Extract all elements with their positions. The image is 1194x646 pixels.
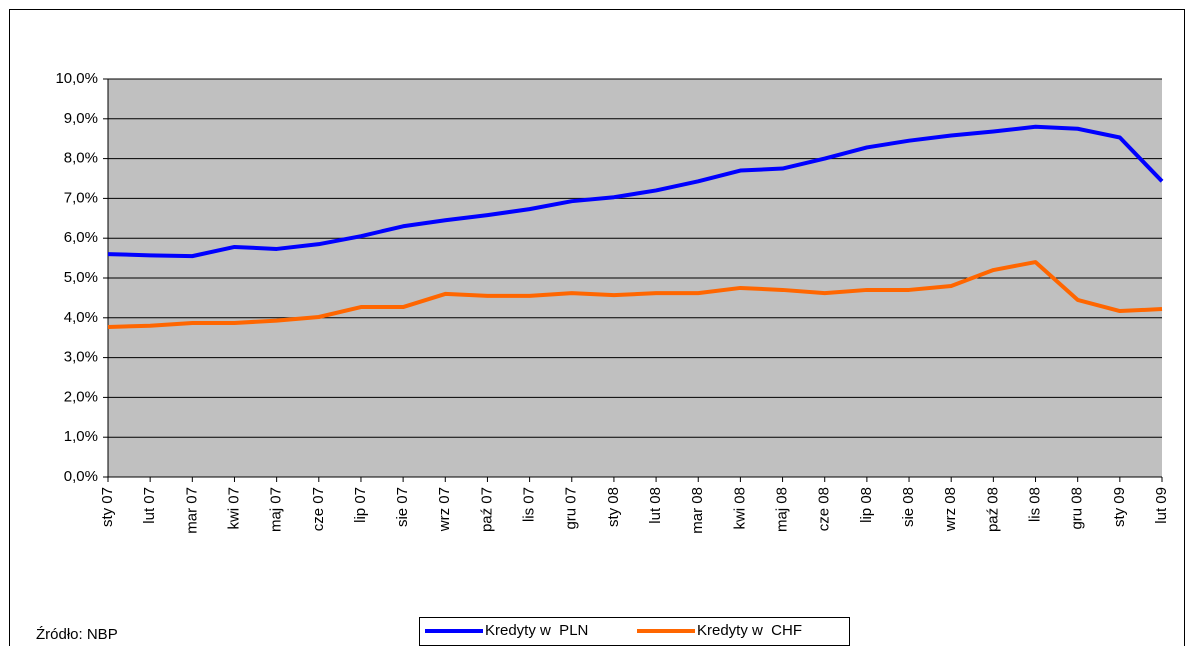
x-tick-label: maj 08 xyxy=(774,487,791,532)
x-tick-label: mar 07 xyxy=(183,487,200,534)
x-tick-label: maj 07 xyxy=(268,487,285,532)
x-tick-label: kwi 08 xyxy=(731,487,748,530)
x-tick-label: lut 09 xyxy=(1153,487,1170,524)
y-tick-label: 9,0% xyxy=(64,110,98,127)
x-tick-label: paź 08 xyxy=(984,487,1001,532)
series-line xyxy=(107,124,1164,259)
y-tick-label: 0,0% xyxy=(64,468,98,485)
x-tick-label: lis 07 xyxy=(521,487,538,522)
x-tick-label: mar 08 xyxy=(689,487,706,534)
source-note: Źródło: NBP xyxy=(36,626,118,643)
x-tick-label: kwi 07 xyxy=(225,487,242,530)
x-tick-label: cze 07 xyxy=(310,487,327,531)
x-tick-label: wrz 07 xyxy=(436,487,453,532)
x-tick-label: sie 08 xyxy=(900,487,917,527)
legend-label: Kredyty w PLN xyxy=(485,622,588,639)
y-tick-label: 5,0% xyxy=(64,269,98,286)
y-tick-label: 7,0% xyxy=(64,189,98,206)
x-tick-label: sie 07 xyxy=(394,487,411,527)
x-tick-label: lip 07 xyxy=(352,487,369,523)
legend-label: Kredyty w CHF xyxy=(697,622,802,639)
y-tick-label: 8,0% xyxy=(64,150,98,167)
x-tick-label: cze 08 xyxy=(816,487,833,531)
x-tick-label: paź 07 xyxy=(478,487,495,532)
y-tick-label: 1,0% xyxy=(64,428,98,445)
x-tick-label: wrz 08 xyxy=(942,487,959,532)
x-tick-label: lut 08 xyxy=(647,487,664,524)
y-tick-label: 2,0% xyxy=(64,388,98,405)
x-tick-label: lip 08 xyxy=(858,487,875,523)
y-tick-label: 10,0% xyxy=(55,70,98,87)
x-tick-label: lut 07 xyxy=(141,487,158,524)
x-tick-label: gru 08 xyxy=(1069,487,1086,530)
x-tick-label: sty 08 xyxy=(605,487,622,527)
x-tick-label: lis 08 xyxy=(1026,487,1043,522)
x-tick-label: sty 09 xyxy=(1111,487,1128,527)
series-line xyxy=(107,260,1163,329)
y-tick-label: 3,0% xyxy=(64,349,98,366)
legend-box xyxy=(419,617,850,646)
x-tick-label: sty 07 xyxy=(99,487,116,527)
y-tick-label: 4,0% xyxy=(64,309,98,326)
y-tick-label: 6,0% xyxy=(64,229,98,246)
x-tick-label: gru 07 xyxy=(563,487,580,530)
